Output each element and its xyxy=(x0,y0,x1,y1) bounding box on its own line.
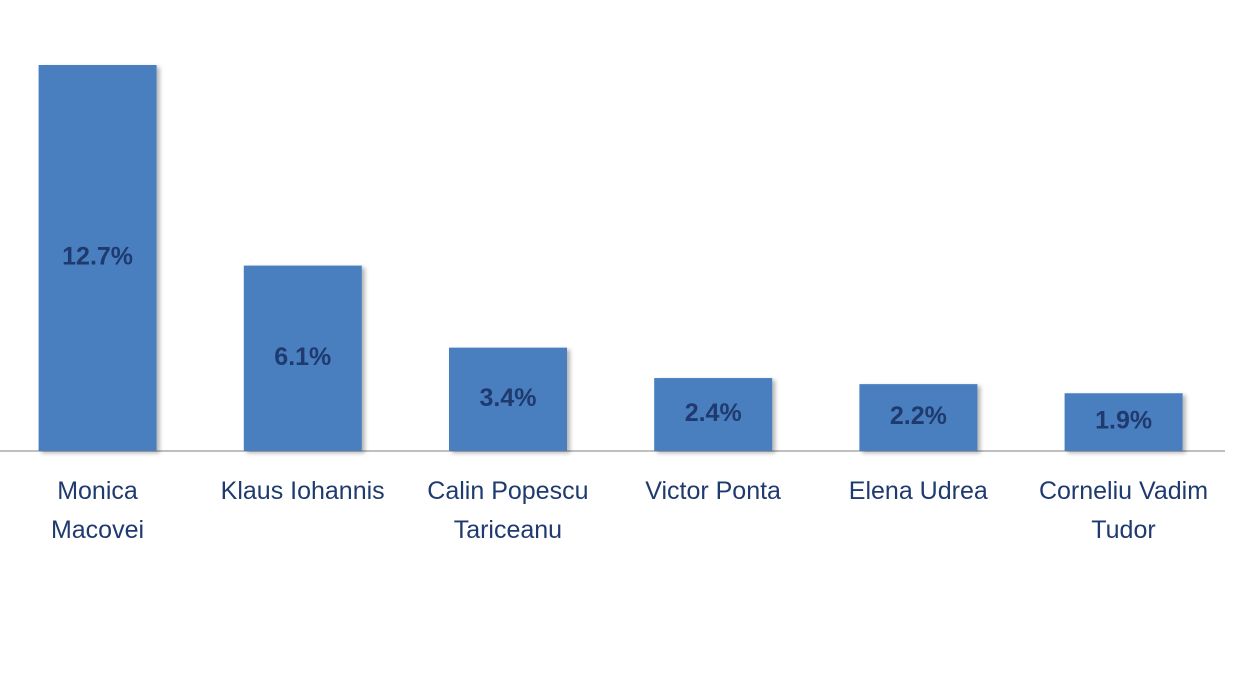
bar xyxy=(38,65,157,451)
x-tick-label: Monica Macovei xyxy=(50,477,145,544)
value-label: 12.7% xyxy=(62,243,133,271)
bar xyxy=(654,378,773,451)
x-tick-label: Klaus Iohannis xyxy=(220,477,385,505)
bar xyxy=(1064,393,1183,451)
bar xyxy=(859,384,978,451)
bar xyxy=(243,265,362,451)
value-label: 1.9% xyxy=(1095,407,1152,435)
value-label: 6.1% xyxy=(274,343,331,371)
value-label: 3.4% xyxy=(480,384,537,412)
value-label: 2.2% xyxy=(890,402,947,430)
x-tick-label: Corneliu Vadim Tudor xyxy=(1038,477,1209,544)
x-tick-label: Calin Popescu Tariceanu xyxy=(427,477,589,544)
bar xyxy=(449,347,567,451)
x-tick-label: Elena Udrea xyxy=(848,477,988,505)
x-tick-label: Victor Ponta xyxy=(645,477,781,505)
value-label: 2.4% xyxy=(685,399,742,427)
